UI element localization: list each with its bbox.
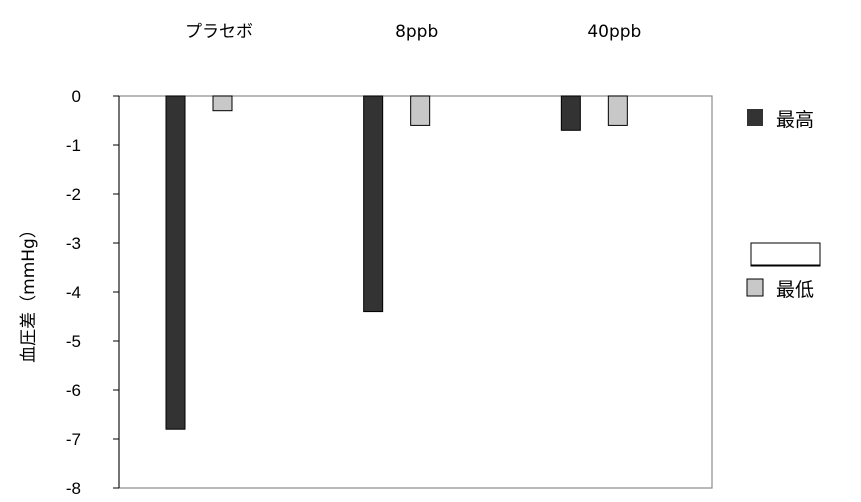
y-axis-label: 血圧差（mmHg） <box>19 221 39 363</box>
y-tick-label: -8 <box>66 479 81 498</box>
legend-swatch <box>746 278 764 297</box>
bar-max <box>165 95 186 430</box>
legend-swatch <box>747 109 763 126</box>
y-tick-label: -5 <box>66 332 81 351</box>
legend-label: 最低 <box>776 279 814 301</box>
y-axis-ticks: 0 -1 -2 -3 -4 -5 -6 -7 -8 <box>66 87 119 498</box>
bars <box>165 95 628 430</box>
legend-label: 最高 <box>776 109 814 131</box>
legend-empty-box-lower <box>750 242 821 267</box>
category-label: 40ppb <box>587 22 641 42</box>
y-tick-label: 0 <box>72 87 81 106</box>
y-tick-label: -7 <box>66 430 81 449</box>
category-label: プラセボ <box>185 22 253 42</box>
category-label: 8ppb <box>395 22 438 42</box>
category-labels: プラセボ 8ppb 40ppb <box>185 22 641 42</box>
bar-min <box>212 95 233 112</box>
legend-empty-box <box>750 242 821 266</box>
bar-max <box>363 95 384 313</box>
y-tick-label: -1 <box>66 136 81 155</box>
plot-area-frame <box>118 95 713 489</box>
bar-max <box>560 95 581 131</box>
y-tick-label: -6 <box>66 381 81 400</box>
bar-min <box>410 95 431 126</box>
y-tick-label: -4 <box>66 283 81 302</box>
y-tick-label: -3 <box>66 234 81 253</box>
bar-min <box>607 95 628 126</box>
y-tick-label: -2 <box>66 185 81 204</box>
